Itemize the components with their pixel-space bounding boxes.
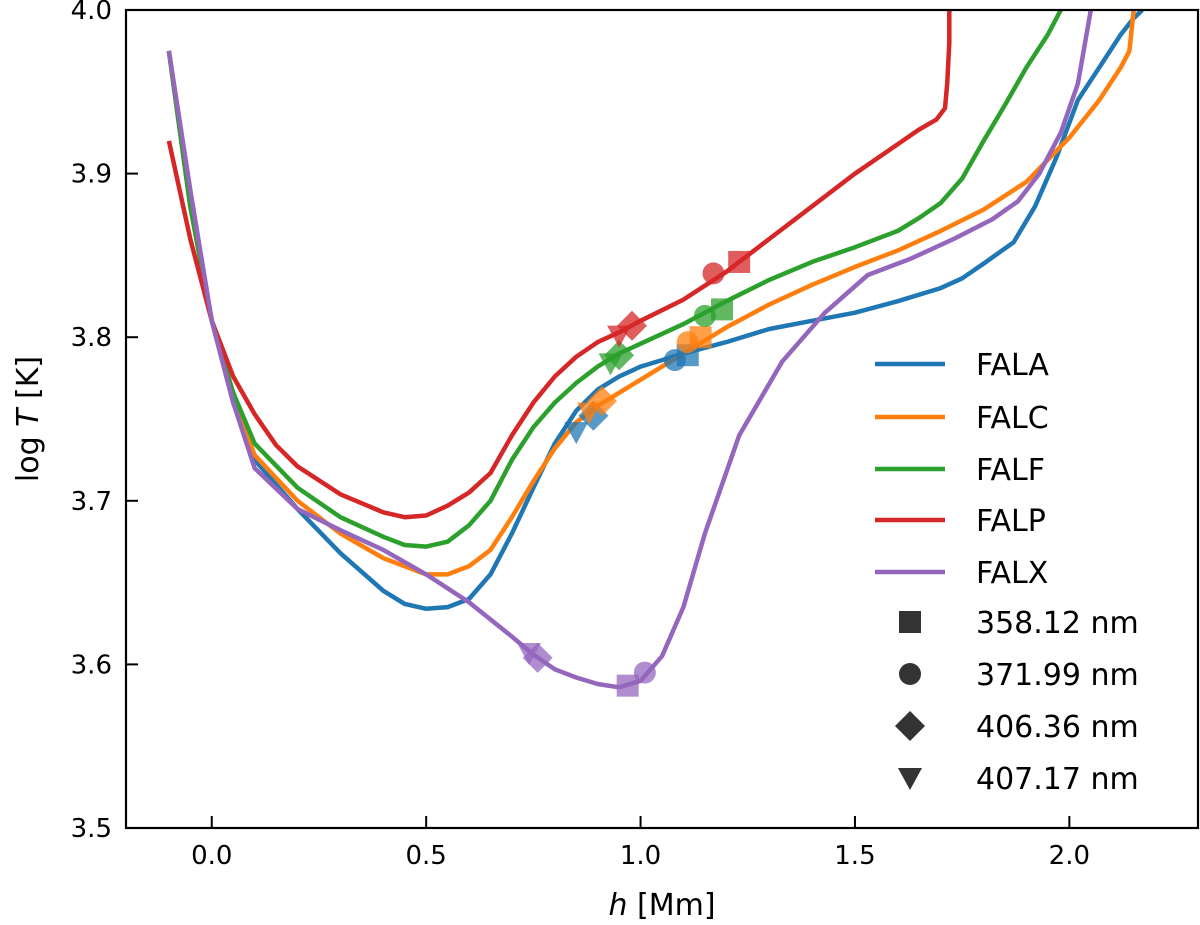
- legend-label-falx: FALX: [976, 556, 1048, 591]
- marker-falx-triangle-down: [517, 642, 542, 665]
- marker-falp-square: [728, 250, 751, 273]
- y-tick-label: 3.7: [71, 487, 112, 517]
- tick-layer: 0.0 0.5 1.0 1.5 2.0 3.5 3.6 3.7 3.8 3.9 4.0: [71, 0, 1090, 871]
- y-tick-label: 3.6: [71, 650, 112, 680]
- legend: FALA FALC FALF FALP FALX 358.12 nm 371.9…: [858, 338, 1183, 808]
- legend-label-falp: FALP: [976, 504, 1046, 539]
- legend-label-407nm: 407.17 nm: [976, 762, 1139, 797]
- marker-falc-triangle-down: [577, 402, 602, 425]
- x-tick-label: 2.0: [1049, 841, 1090, 871]
- y-axis-label: log T [K]: [11, 356, 46, 482]
- marker-falx-square: [616, 674, 639, 697]
- marker-falf-circle: [693, 304, 716, 327]
- marker-falp-circle: [702, 262, 725, 285]
- series-line-falp: [166, 10, 952, 520]
- x-axis-label: h [Mm]: [608, 888, 715, 923]
- legend-label-falc: FALC: [976, 401, 1049, 436]
- y-tick-label: 3.8: [71, 323, 112, 353]
- legend-marker-square-icon: [899, 611, 921, 633]
- marker-falf-square: [711, 298, 734, 321]
- legend-marker-diamond-icon: [895, 711, 925, 741]
- marker-layer: [517, 250, 751, 697]
- marker-falf-triangle-down: [598, 353, 623, 376]
- y-tick-label: 3.5: [71, 814, 112, 844]
- x-tick-label: 0.5: [405, 841, 446, 871]
- legend-label-falf: FALF: [976, 453, 1045, 488]
- marker-fala-circle: [663, 349, 686, 372]
- y-tick-label: 4.0: [71, 0, 112, 26]
- marker-falp-triangle-down: [607, 325, 632, 348]
- marker-falx-circle: [633, 661, 656, 684]
- legend-label-406nm: 406.36 nm: [976, 710, 1139, 745]
- series-line-fala: [166, 10, 1144, 612]
- marker-falc-circle: [676, 331, 699, 354]
- legend-marker-icons: [895, 611, 925, 790]
- legend-marker-circle-icon: [899, 663, 921, 685]
- series-line-falf: [166, 10, 1063, 549]
- legend-marker-triangle-down-icon: [898, 768, 922, 790]
- marker-fala-triangle-down: [564, 422, 589, 445]
- x-tick-label: 1.5: [834, 841, 875, 871]
- x-tick-label: 0.0: [191, 841, 232, 871]
- y-tick-label: 3.9: [71, 160, 112, 190]
- plot-frame: [124, 8, 1200, 830]
- legend-label-372nm: 371.99 nm: [976, 658, 1139, 693]
- x-tick-label: 1.0: [620, 841, 661, 871]
- legend-label-358nm: 358.12 nm: [976, 606, 1139, 641]
- legend-label-fala: FALA: [976, 348, 1049, 383]
